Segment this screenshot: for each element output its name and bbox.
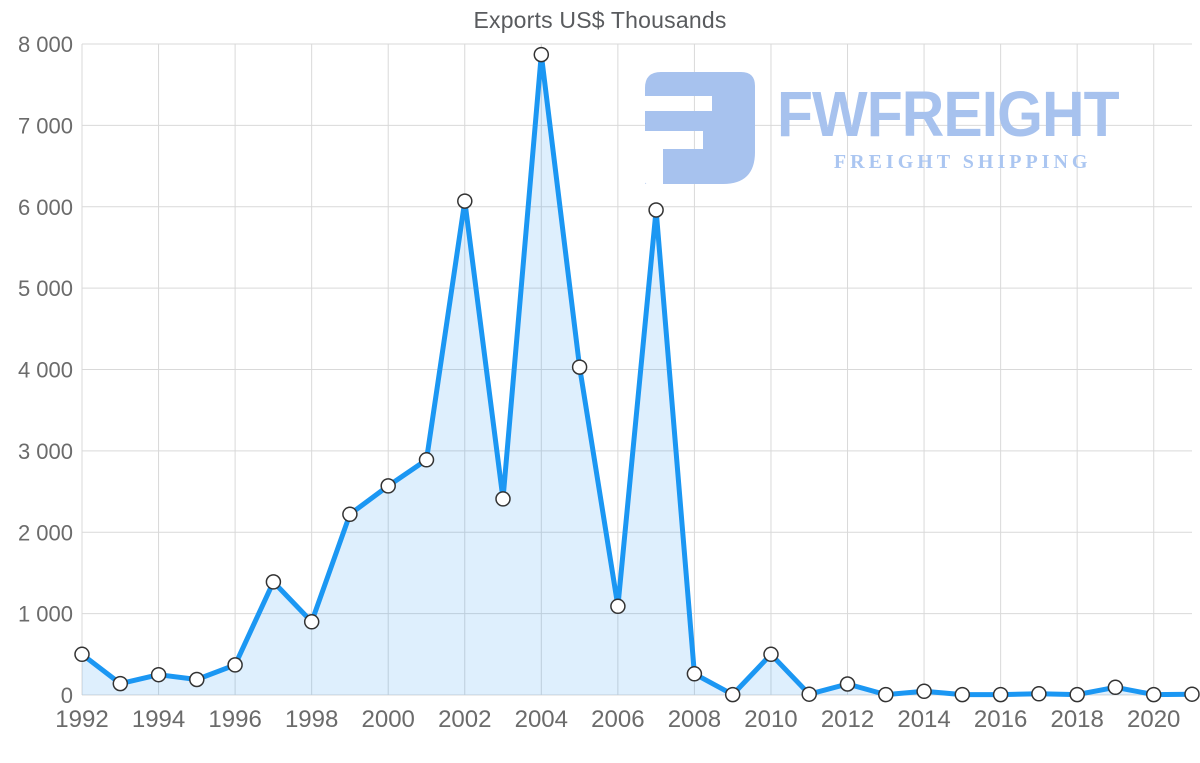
y-tick-label: 1 000 (18, 602, 73, 627)
y-tick-label: 8 000 (18, 32, 73, 57)
x-tick-label: 2020 (1127, 706, 1180, 733)
data-point-2003 (495, 491, 511, 507)
y-tick-label: 3 000 (18, 439, 73, 464)
data-point-1999 (342, 506, 358, 523)
x-tick-label: 2006 (591, 706, 644, 733)
data-point-1992 (74, 646, 90, 663)
data-point-2020 (1145, 686, 1162, 703)
data-point-2012 (839, 676, 856, 692)
y-tick-label: 7 000 (18, 113, 73, 138)
data-point-1995 (189, 671, 205, 688)
chart-title: Exports US$ Thousands (473, 7, 727, 33)
y-tick-label: 4 000 (18, 358, 73, 383)
x-tick-label: 2010 (744, 706, 797, 733)
data-point-1997 (265, 574, 282, 590)
data-point-1993 (112, 675, 129, 692)
data-point-2000 (380, 478, 396, 494)
y-tick-label: 0 (61, 683, 73, 708)
gridlines (81, 43, 1192, 696)
data-point-1998 (303, 614, 320, 630)
x-tick-label: 1994 (132, 706, 185, 733)
data-point-2015 (954, 686, 971, 703)
data-point-2002 (457, 193, 473, 209)
x-tick-label: 1996 (208, 706, 261, 733)
data-point-2004 (533, 46, 550, 63)
x-tick-label: 1992 (55, 706, 108, 733)
data-point-2014 (916, 683, 932, 700)
x-axis-labels: 1992 1994 1996 1998 2000 2002 2004 2006 2008 2010… (55, 706, 1180, 733)
data-point-2001 (418, 452, 435, 468)
x-tick-label: 2014 (897, 706, 950, 733)
y-tick-label: 2 000 (18, 520, 73, 545)
y-axis-labels: 0 1 000 2 000 3 000 4 000 5 000 6 000 7 000 8 00… (18, 32, 73, 708)
x-tick-label: 2016 (974, 706, 1027, 733)
data-point-2019 (1107, 679, 1124, 696)
data-point-2008 (686, 666, 703, 682)
x-tick-label: 1998 (285, 706, 338, 733)
data-points (74, 46, 1200, 703)
data-point-2010 (763, 646, 779, 663)
x-tick-label: 2012 (821, 706, 874, 733)
x-tick-label: 2004 (515, 706, 568, 733)
data-point-2018 (1069, 686, 1085, 703)
data-point-2013 (878, 686, 894, 703)
x-tick-label: 2018 (1050, 706, 1103, 733)
x-tick-label: 2008 (668, 706, 721, 733)
data-point-2006 (610, 598, 626, 615)
data-point-2011 (801, 686, 817, 702)
x-tick-label: 2000 (362, 706, 415, 733)
y-tick-label: 6 000 (18, 195, 73, 220)
data-point-1994 (150, 666, 167, 683)
y-tick-label: 5 000 (18, 276, 73, 301)
data-point-1996 (227, 657, 243, 673)
data-point-2017 (1031, 686, 1047, 702)
data-point-2021 (1184, 686, 1200, 702)
data-point-2016 (992, 686, 1009, 703)
data-point-2005 (571, 359, 588, 375)
data-point-2009 (724, 686, 741, 703)
x-tick-label: 2002 (438, 706, 491, 733)
data-point-2007 (648, 202, 664, 218)
area-fill (82, 54, 1192, 696)
